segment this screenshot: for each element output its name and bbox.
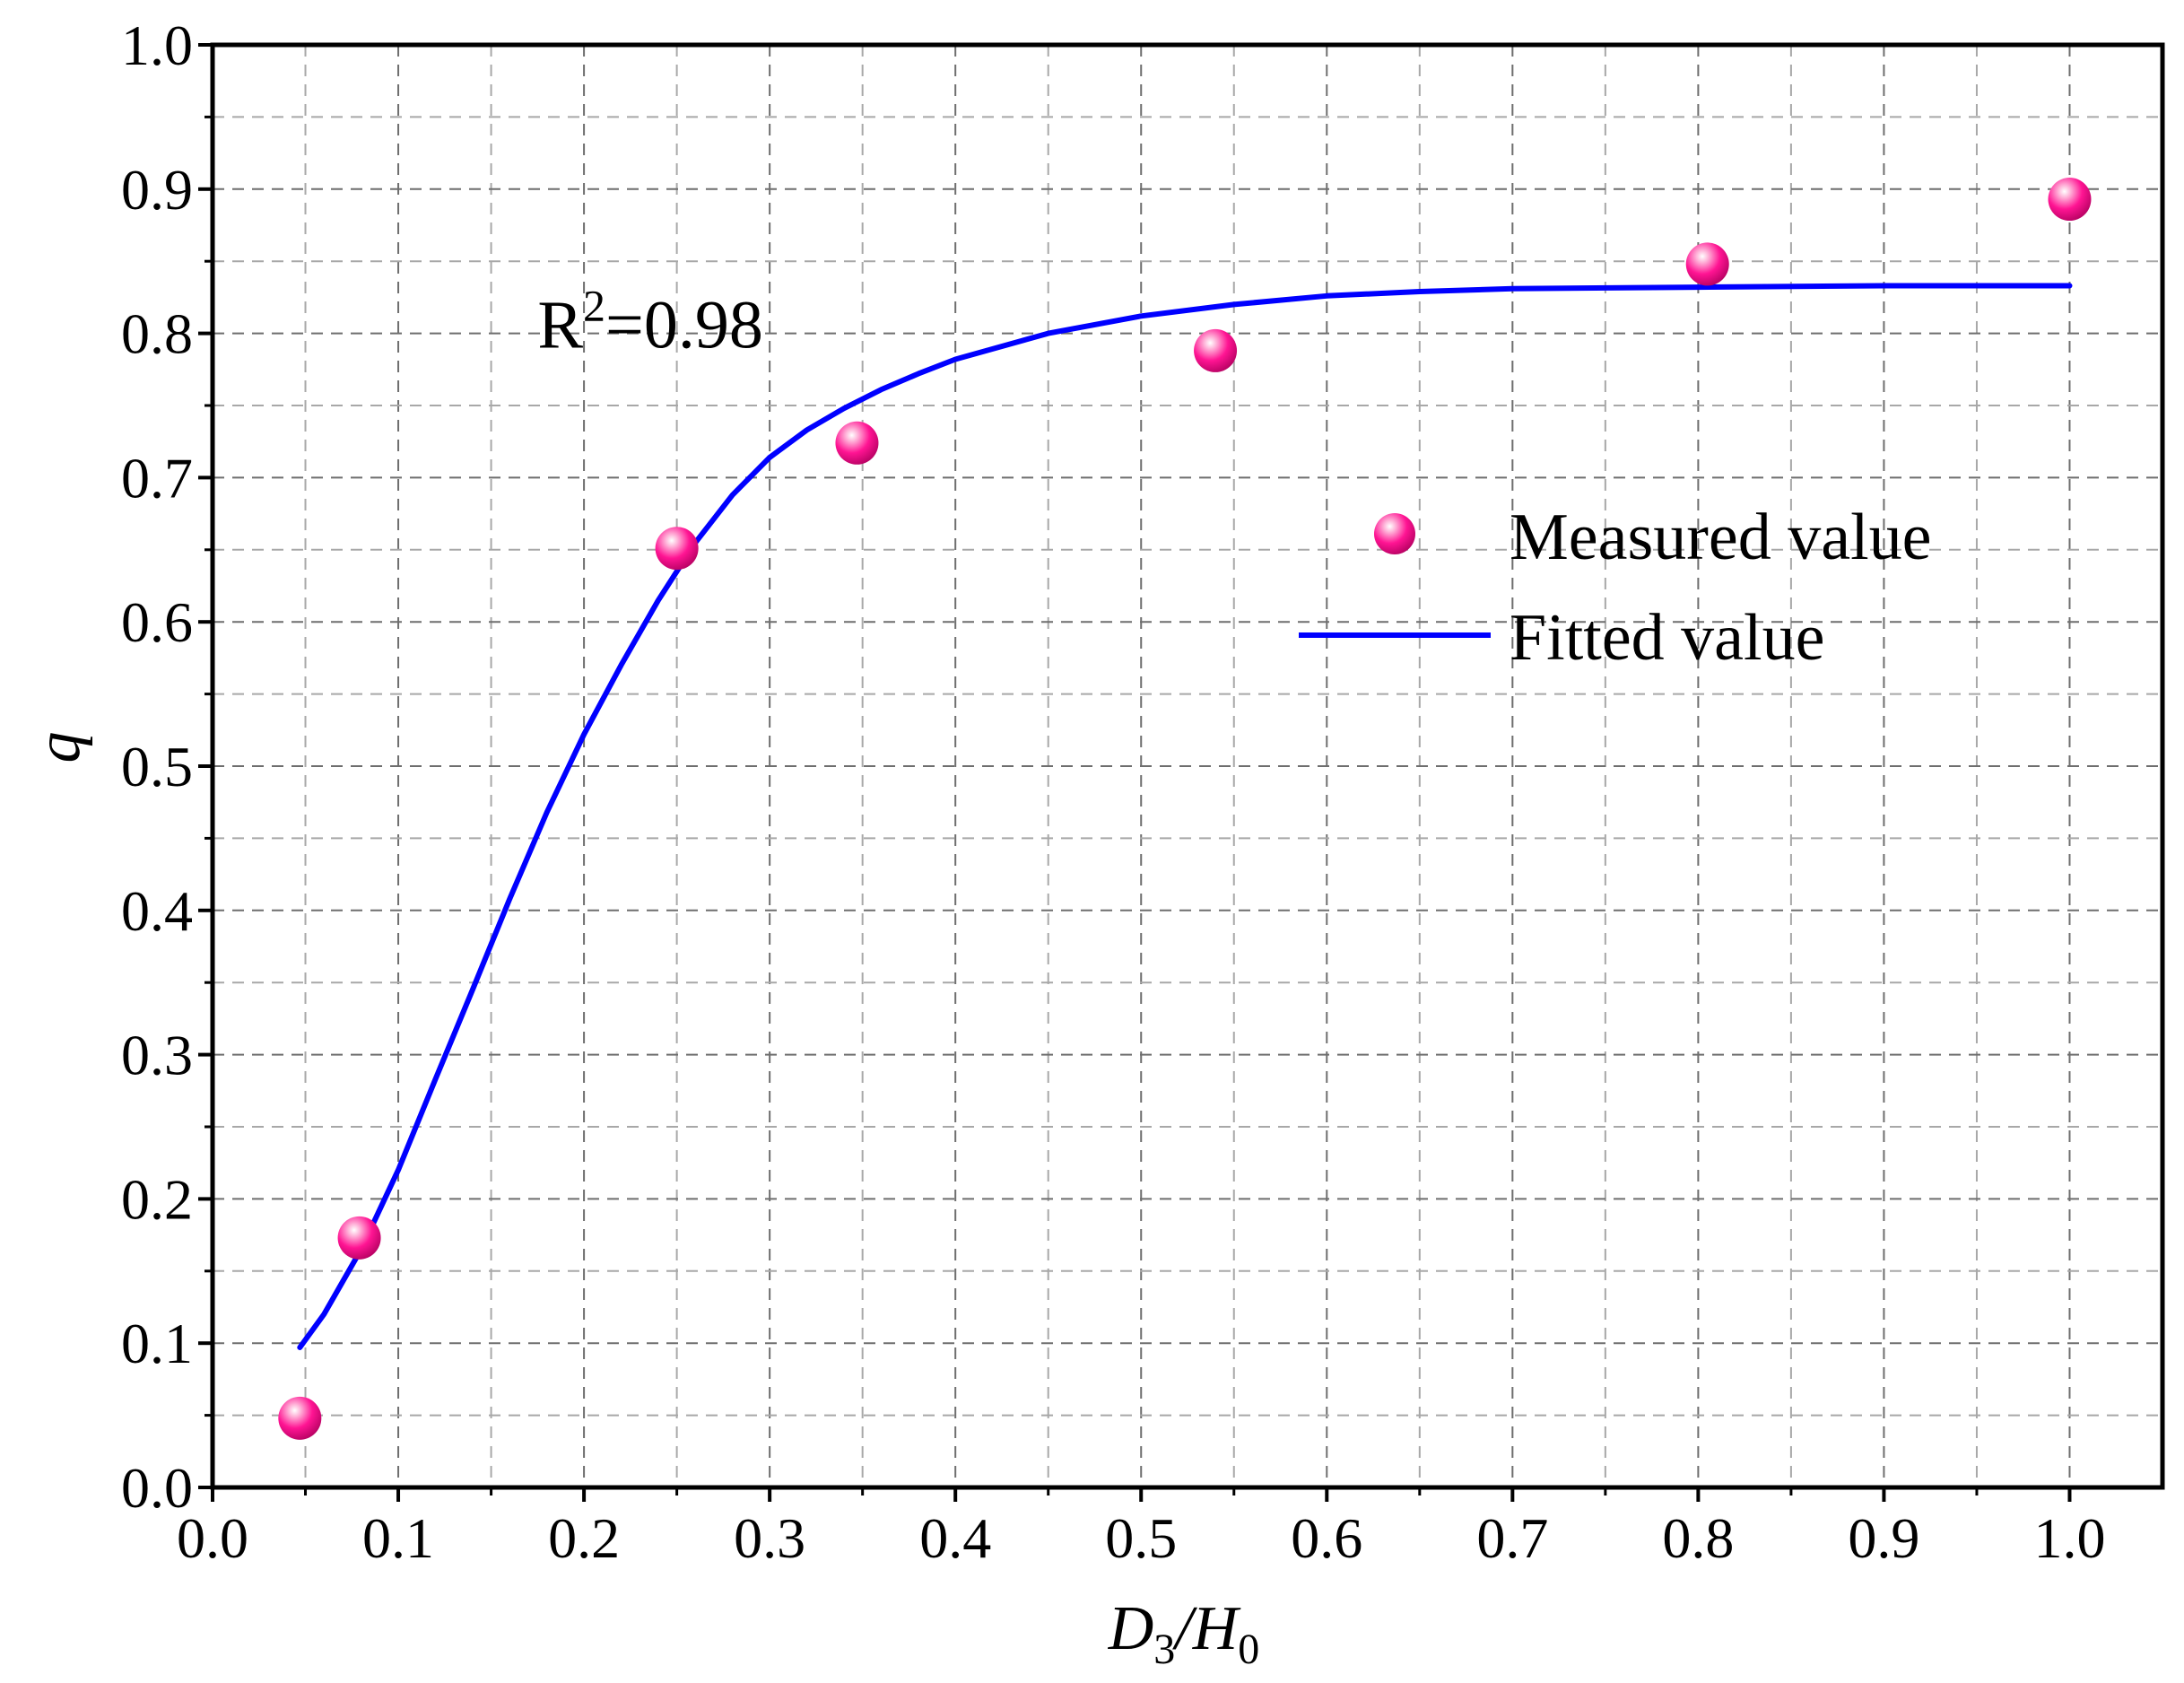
y-tick-label: 0.7 <box>121 446 193 510</box>
measured-point <box>655 527 699 571</box>
x-tick-label: 0.9 <box>1848 1506 1919 1570</box>
measured-point <box>835 421 879 465</box>
x-tick-label: 0.4 <box>919 1506 991 1570</box>
y-tick-label: 1.0 <box>121 13 193 77</box>
legend: Measured value Fitted value <box>1299 501 1932 675</box>
fitted-line-group <box>297 283 2073 1350</box>
x-axis-label: D3/H0 <box>1108 1594 1260 1673</box>
y-tick-label: 0.1 <box>121 1312 193 1375</box>
r-squared-annotation: R2=0.98 <box>537 281 763 363</box>
x-tick-label: 1.0 <box>2033 1506 2105 1570</box>
x-tick-label: 0.0 <box>177 1506 248 1570</box>
measured-point <box>278 1396 322 1440</box>
y-tick-label: 0.5 <box>121 735 193 798</box>
x-tick-label: 0.7 <box>1476 1506 1548 1570</box>
x-axis-label-sub1: 3 <box>1153 1626 1175 1673</box>
axes-group <box>198 42 2165 1502</box>
x-tick-label: 0.8 <box>1662 1506 1734 1570</box>
tick-labels-group: 0.0 0.1 0.2 0.3 0.4 0.5 0.6 0.7 0.8 0.9 1.0 0.0 0.1 0… <box>121 13 2105 1570</box>
y-tick-label: 0.0 <box>121 1456 193 1520</box>
y-tick-label: 0.2 <box>121 1167 193 1231</box>
x-axis-label-main: D <box>1108 1594 1154 1663</box>
measured-point <box>1685 242 1729 286</box>
fitted-value-line <box>297 283 2073 1350</box>
measured-point <box>1194 328 1238 372</box>
x-tick-label: 0.6 <box>1291 1506 1362 1570</box>
legend-fitted-label: Fitted value <box>1510 601 1824 675</box>
legend-measured-label: Measured value <box>1510 501 1932 574</box>
r-squared-value: =0.98 <box>605 288 763 363</box>
x-axis-label-sep: /H <box>1171 1594 1240 1663</box>
y-tick-label: 0.3 <box>121 1024 193 1087</box>
measured-point <box>337 1216 381 1260</box>
y-tick-label: 0.8 <box>121 302 193 366</box>
y-axis-label: q <box>24 732 93 763</box>
r-squared-sup: 2 <box>583 281 605 331</box>
x-tick-label: 0.2 <box>548 1506 620 1570</box>
legend-measured-marker <box>1374 513 1415 554</box>
measured-points-group <box>278 178 2092 1440</box>
y-tick-label: 0.6 <box>121 590 193 654</box>
y-tick-label: 0.4 <box>121 879 193 943</box>
grid-lines <box>213 45 2162 1487</box>
y-tick-label: 0.9 <box>121 158 193 222</box>
r-squared-base: R <box>537 288 583 363</box>
x-axis-label-sub2: 0 <box>1238 1626 1259 1673</box>
x-tick-label: 0.5 <box>1105 1506 1177 1570</box>
measured-point <box>2048 178 2092 222</box>
x-tick-label: 0.3 <box>734 1506 805 1570</box>
x-tick-label: 0.1 <box>362 1506 434 1570</box>
